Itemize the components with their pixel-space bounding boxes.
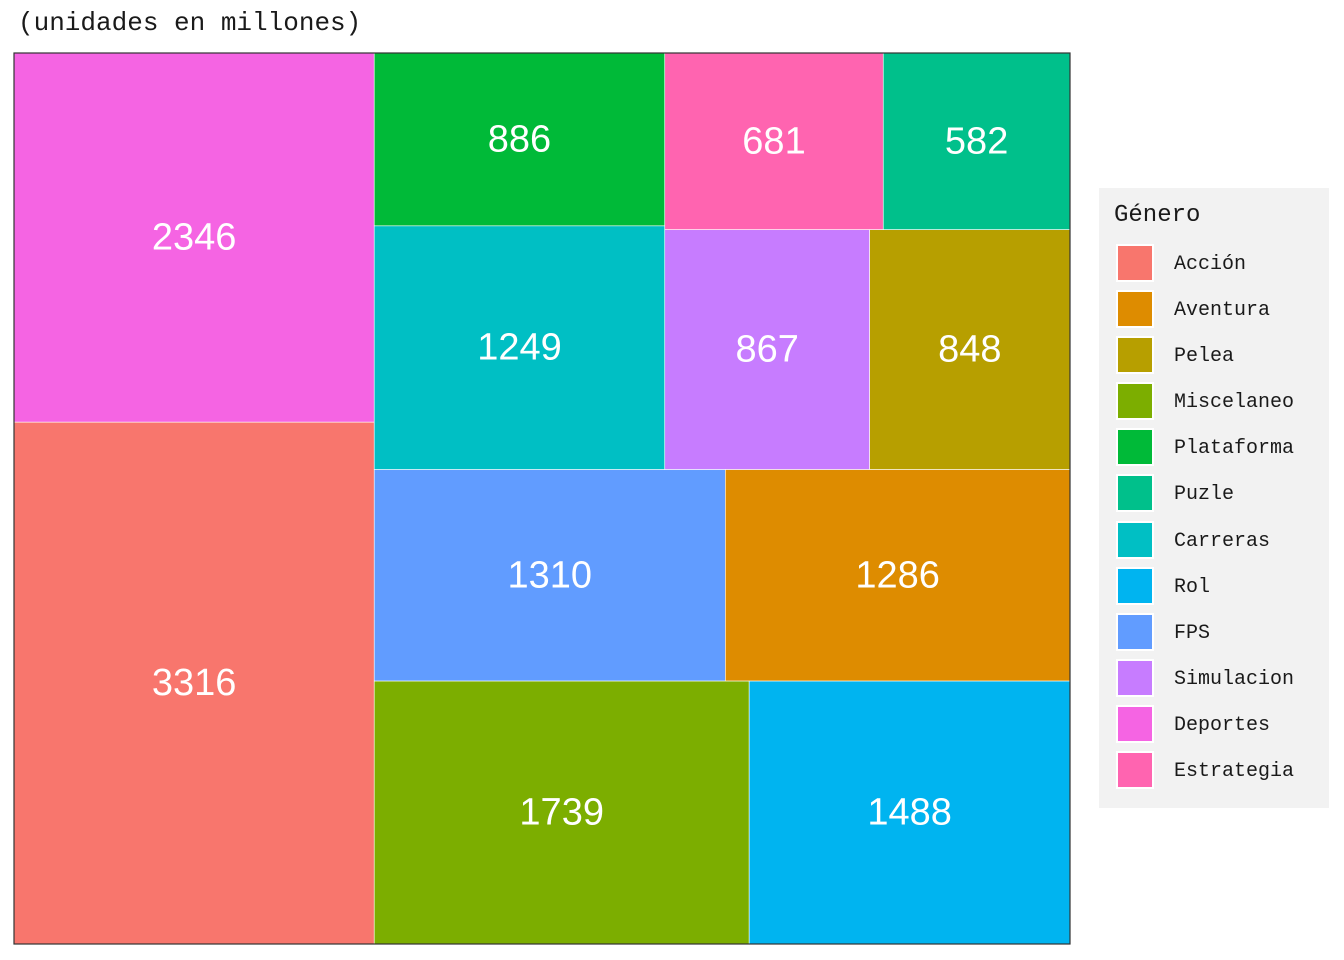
tile-value-fps: 1310 bbox=[508, 554, 593, 596]
legend-label: Puzle bbox=[1174, 483, 1235, 507]
legend-swatch bbox=[1116, 290, 1154, 329]
tile-value-aventura: 1286 bbox=[855, 554, 940, 596]
tile-value-deportes: 2346 bbox=[152, 217, 237, 259]
tile-rect-miscelaneo bbox=[373, 680, 750, 945]
legend-label: Aventura bbox=[1174, 299, 1271, 323]
legend-swatch bbox=[1116, 336, 1154, 375]
legend-swatch bbox=[1116, 520, 1154, 559]
tile-value-pelea: 848 bbox=[938, 329, 1001, 371]
tile-rect-plataforma bbox=[373, 52, 666, 227]
tile-carreras: 1249 bbox=[373, 225, 666, 470]
tile-value-plataforma: 886 bbox=[488, 118, 551, 160]
tile-rol: 1488 bbox=[748, 680, 1071, 945]
legend-swatch bbox=[1116, 244, 1154, 282]
tile-value-rol: 1488 bbox=[867, 792, 952, 834]
tile-simulacion: 867 bbox=[664, 229, 870, 470]
legend-swatch bbox=[1116, 382, 1154, 421]
tile-rect-puzle bbox=[882, 52, 1071, 230]
plot-border bbox=[13, 52, 1071, 945]
legend-label: Deportes bbox=[1174, 713, 1271, 737]
tile-miscelaneo: 1739 bbox=[373, 680, 750, 945]
tile-value-simulacion: 867 bbox=[735, 329, 798, 371]
tile-estrategia: 681 bbox=[664, 52, 884, 230]
tile-value-accion: 3316 bbox=[152, 662, 237, 704]
tile-rect-fps bbox=[373, 469, 726, 682]
legend-label: Carreras bbox=[1174, 529, 1271, 553]
tile-rect-carreras bbox=[373, 225, 666, 470]
legend-swatch bbox=[1116, 658, 1154, 697]
tile-rect-accion bbox=[13, 421, 375, 945]
tile-deportes: 2346 bbox=[13, 52, 375, 423]
legend-label: Simulacion bbox=[1174, 667, 1295, 691]
tile-plataforma: 886 bbox=[373, 52, 666, 227]
legend-label: Estrategia bbox=[1174, 760, 1295, 784]
tile-rect-simulacion bbox=[664, 229, 870, 470]
legend-swatch bbox=[1116, 612, 1154, 651]
legend-label: Miscelaneo bbox=[1174, 391, 1295, 415]
legend-label: FPS bbox=[1174, 621, 1211, 645]
legend-label: Acción bbox=[1174, 253, 1247, 276]
tile-rect-pelea bbox=[869, 229, 1071, 470]
tile-value-estrategia: 681 bbox=[742, 120, 805, 162]
tile-value-carreras: 1249 bbox=[477, 327, 562, 369]
legend-swatch bbox=[1116, 751, 1154, 790]
legend-title: Género bbox=[1114, 202, 1201, 229]
legend-label: Pelea bbox=[1174, 345, 1235, 369]
tile-rect-rol bbox=[748, 680, 1071, 945]
tile-value-puzle: 582 bbox=[945, 120, 1008, 162]
legend: Género Acción Aventura Pelea Miscelaneo Plat… bbox=[1099, 188, 1329, 808]
tile-rect-deportes bbox=[13, 52, 375, 423]
tile-rect-aventura bbox=[725, 469, 1071, 682]
tile-value-miscelaneo: 1739 bbox=[519, 792, 604, 834]
legend-label: Plataforma bbox=[1174, 437, 1295, 461]
chart-subtitle: (unidades en millones) bbox=[18, 8, 362, 38]
tile-puzle: 582 bbox=[882, 52, 1071, 230]
tile-pelea: 848 bbox=[869, 229, 1071, 470]
legend-label: Rol bbox=[1174, 575, 1211, 599]
legend-swatch bbox=[1116, 704, 1154, 743]
treemap-chart: 2346 3316 886 1249 681 582 867 848 1310 1286 1739 1… bbox=[13, 52, 1071, 945]
tile-fps: 1310 bbox=[373, 469, 726, 682]
tile-aventura: 1286 bbox=[725, 469, 1071, 682]
legend-swatch bbox=[1116, 474, 1154, 513]
legend-swatch bbox=[1116, 566, 1154, 605]
legend-swatch bbox=[1116, 428, 1154, 467]
tile-accion: 3316 bbox=[13, 421, 375, 945]
